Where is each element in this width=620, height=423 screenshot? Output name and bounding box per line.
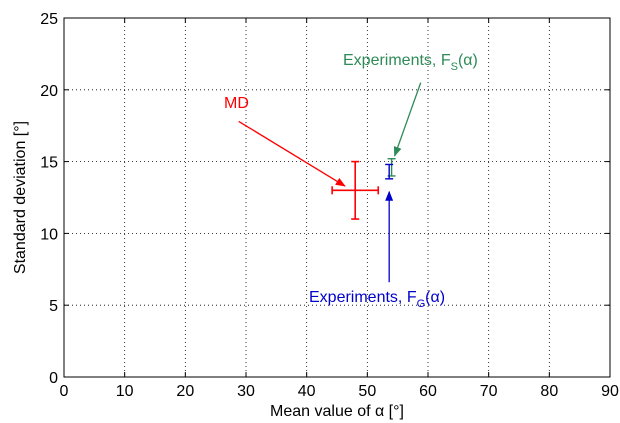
series-0 <box>331 160 380 220</box>
plot-area <box>64 18 610 377</box>
x-tick-label: 30 <box>237 383 255 400</box>
grid <box>64 18 610 377</box>
annotation-experiments-fs-main: Experiments, F <box>343 52 451 69</box>
x-tick-label: 40 <box>298 383 316 400</box>
annotation-arrow <box>393 82 422 157</box>
y-tick-label: 0 <box>49 370 58 387</box>
x-tick-labels: 0 10 20 30 40 50 60 70 80 90 <box>60 383 619 400</box>
x-tick-label: 60 <box>419 383 437 400</box>
plot-frame <box>63 17 611 378</box>
x-tick-label: 80 <box>540 383 558 400</box>
x-tick-label: 10 <box>116 383 134 400</box>
x-tick-label: 0 <box>60 383 69 400</box>
x-tick-label: 90 <box>601 383 619 400</box>
y-tick-label: 25 <box>40 11 58 28</box>
y-tick-label: 10 <box>40 226 58 243</box>
x-tick-label: 50 <box>358 383 376 400</box>
x-tick-label: 20 <box>176 383 194 400</box>
x-axis-label: Mean value of α [°] <box>270 403 404 420</box>
series-layer <box>331 158 396 220</box>
y-axis-label: Standard deviation [°] <box>12 121 29 274</box>
y-tick-label: 15 <box>40 155 58 172</box>
annotation-arrow <box>238 120 346 187</box>
y-tick-labels: 0 5 10 15 20 25 <box>40 11 58 387</box>
arrows-layer <box>238 82 422 283</box>
annotation-experiments-fs-subscript: S <box>451 61 458 73</box>
annotation-experiments-fg-subscript: G <box>417 298 426 310</box>
y-tick-label: 5 <box>49 298 58 315</box>
annotation-experiments-fg: Experiments, FG(α) <box>309 289 445 310</box>
annotation-experiments-fg-tail: (α) <box>425 289 445 306</box>
annotation-experiments-fg-main: Experiments, F <box>309 289 417 306</box>
series-2 <box>385 163 394 180</box>
annotation-experiments-fs: Experiments, FS(α) <box>343 52 478 73</box>
x-tick-label: 70 <box>480 383 498 400</box>
y-tick-label: 20 <box>40 83 58 100</box>
annotation-md: MD <box>224 95 249 112</box>
annotation-experiments-fs-tail: (α) <box>458 52 478 69</box>
